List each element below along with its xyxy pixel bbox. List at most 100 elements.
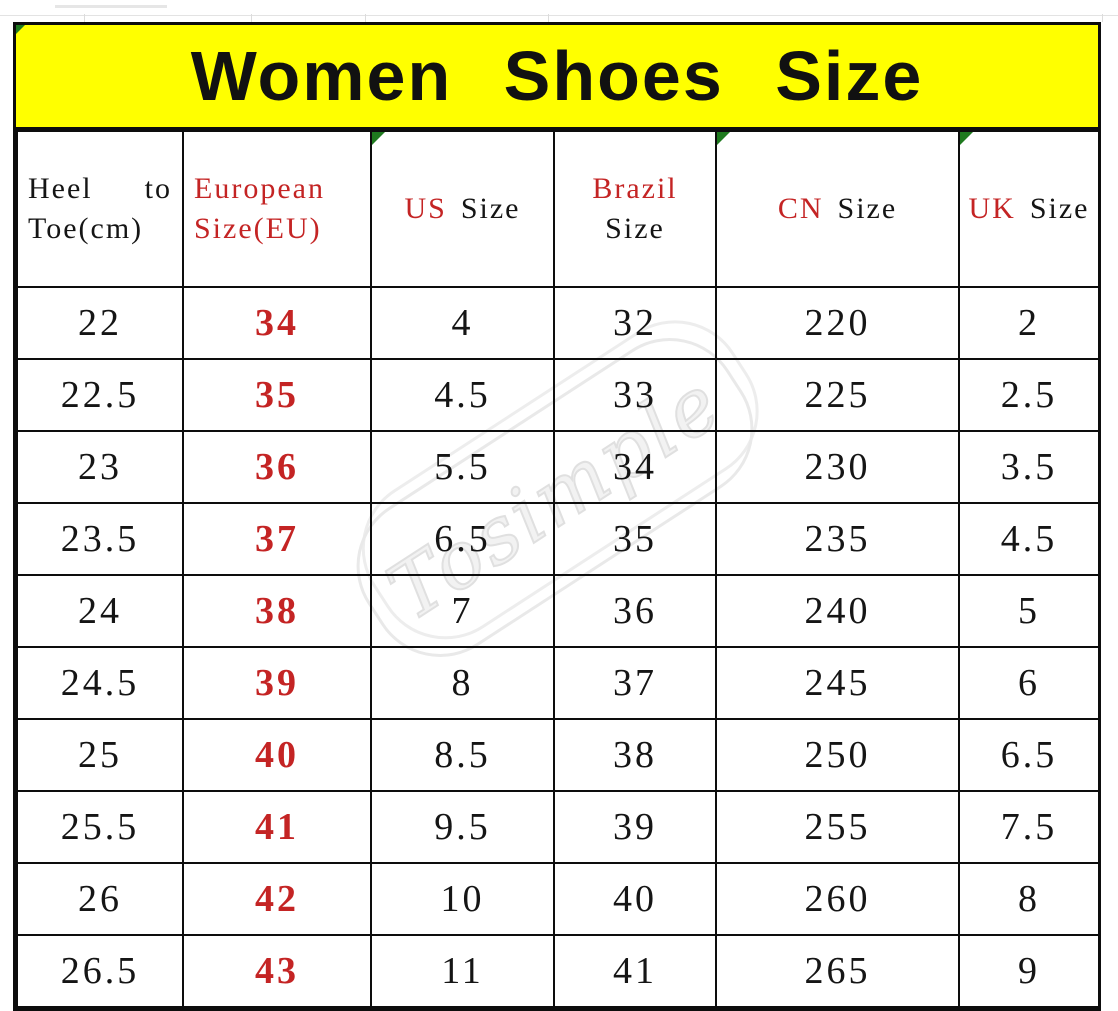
cell-us: 8.5 [370,718,555,792]
title-banner: Women Shoes Size [16,25,1098,130]
cell-us: 9.5 [370,790,555,864]
table-row: 26.5 43 11 41 265 9 [16,934,1100,1008]
size-table: Heel to Toe(cm) European Size(EU) US Size… [16,130,1100,1008]
cell-us: 5.5 [370,430,555,504]
gridline-tick [365,14,366,22]
cell-us: 8 [370,646,555,720]
gridline-tick [548,14,549,22]
cell-us: 4 [370,286,555,360]
cell-us: 4.5 [370,358,555,432]
table-row: 24.5 39 8 37 245 6 [16,646,1100,720]
cell-uk: 2 [958,286,1100,360]
table-row: 22.5 35 4.5 33 225 2.5 [16,358,1100,432]
table-row: 23 36 5.5 34 230 3.5 [16,430,1100,504]
header-eu-size: European Size(EU) [182,130,372,288]
cell-cn: 265 [715,934,960,1008]
cell-eu: 39 [182,646,372,720]
cell-eu: 38 [182,574,372,648]
gridline-tick [251,14,252,22]
gridline-fragment [55,5,167,8]
header-us-suffix: Size [460,191,521,225]
gridline-horizontal [0,15,1118,16]
gridline-tick [1102,14,1103,22]
cell-eu: 40 [182,718,372,792]
cell-brazil: 39 [553,790,717,864]
cell-heel: 25.5 [16,790,184,864]
cell-eu: 36 [182,430,372,504]
header-brazil-suffix: Size [605,212,665,245]
cell-heel: 24.5 [16,646,184,720]
table-row: 26 42 10 40 260 8 [16,862,1100,936]
cell-uk: 9 [958,934,1100,1008]
cell-corner-marker-icon [16,25,25,34]
cell-us: 11 [370,934,555,1008]
cell-eu: 42 [182,862,372,936]
header-brazil-size: Brazil Size [553,130,717,288]
header-uk-size: UK Size [958,130,1100,288]
cell-cn: 250 [715,718,960,792]
cell-cn: 220 [715,286,960,360]
cell-heel: 24 [16,574,184,648]
cell-heel: 22 [16,286,184,360]
table-body: 22 34 4 32 220 2 22.5 35 4.5 33 225 2.5 … [16,286,1100,1008]
gridline-tick [84,14,85,22]
cell-cn: 235 [715,502,960,576]
header-cn-suffix: Size [837,191,898,225]
cell-uk: 2.5 [958,358,1100,432]
cell-us: 6.5 [370,502,555,576]
table-row: 23.5 37 6.5 35 235 4.5 [16,502,1100,576]
cell-uk: 7.5 [958,790,1100,864]
cell-heel: 23 [16,430,184,504]
cell-heel: 23.5 [16,502,184,576]
cell-heel: 22.5 [16,358,184,432]
header-heel-word1: Heel [28,171,93,205]
cell-brazil: 34 [553,430,717,504]
header-us-prefix: US [404,191,447,225]
header-brazil-prefix: Brazil [592,171,678,205]
table-row: 24 38 7 36 240 5 [16,574,1100,648]
cell-uk: 5 [958,574,1100,648]
cell-eu: 34 [182,286,372,360]
table-row: 25 40 8.5 38 250 6.5 [16,718,1100,792]
cell-cn: 240 [715,574,960,648]
cell-uk: 8 [958,862,1100,936]
cell-brazil: 41 [553,934,717,1008]
cell-eu: 43 [182,934,372,1008]
cell-cn: 230 [715,430,960,504]
cell-us: 10 [370,862,555,936]
table-row: 22 34 4 32 220 2 [16,286,1100,360]
cell-uk: 4.5 [958,502,1100,576]
cell-brazil: 35 [553,502,717,576]
cell-cn: 245 [715,646,960,720]
cell-uk: 6 [958,646,1100,720]
header-cn-size: CN Size [715,130,960,288]
cell-eu: 35 [182,358,372,432]
cell-corner-marker-icon [718,133,730,145]
cell-brazil: 36 [553,574,717,648]
cell-brazil: 33 [553,358,717,432]
header-heel-line2: Toe(cm) [28,212,144,245]
header-heel-to-toe: Heel to Toe(cm) [16,130,184,288]
cell-heel: 25 [16,718,184,792]
header-heel-line1: Heel to [28,169,172,210]
sheet-gridline-strip [0,0,1118,22]
table-header: Heel to Toe(cm) European Size(EU) US Size… [16,130,1100,288]
cell-brazil: 38 [553,718,717,792]
header-heel-word2: to [144,171,172,205]
cell-corner-marker-icon [961,133,973,145]
header-uk-suffix: Size [1029,191,1090,225]
cell-uk: 6.5 [958,718,1100,792]
cell-cn: 260 [715,862,960,936]
cell-heel: 26.5 [16,934,184,1008]
cell-heel: 26 [16,862,184,936]
cell-eu: 41 [182,790,372,864]
header-cn-prefix: CN [777,191,824,225]
header-row: Heel to Toe(cm) European Size(EU) US Size… [16,130,1100,288]
cell-eu: 37 [182,502,372,576]
cell-brazil: 40 [553,862,717,936]
cell-corner-marker-icon [373,133,385,145]
size-chart: Women Shoes Size Heel to Toe(cm) Europea… [13,22,1101,1011]
header-uk-prefix: UK [968,191,1016,225]
cell-brazil: 37 [553,646,717,720]
cell-cn: 225 [715,358,960,432]
